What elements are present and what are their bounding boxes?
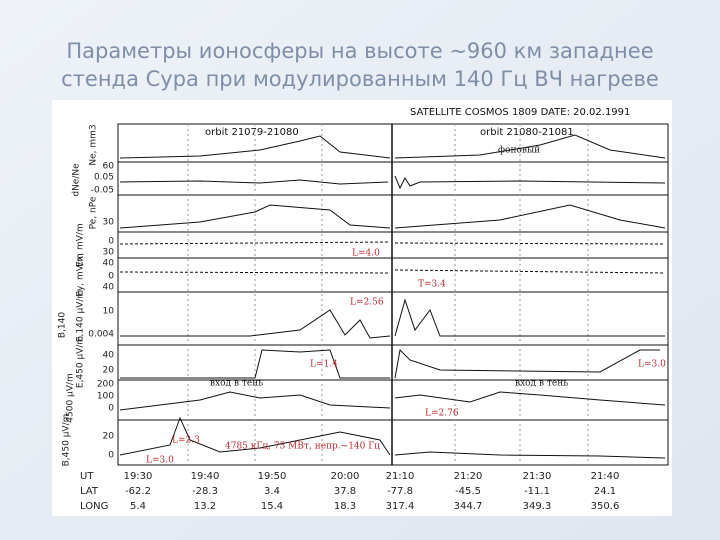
table-cell: 21:40 (591, 471, 620, 482)
tick-label: 40 (103, 283, 115, 293)
tick-label: 200 (97, 380, 114, 390)
table-cell: 350.6 (591, 501, 620, 512)
table-cell: 15.4 (261, 501, 283, 512)
axis-label: 4500 μV/m (66, 373, 76, 422)
table-cell: 19:50 (258, 471, 287, 482)
table-cell: -45.5 (455, 486, 481, 497)
row-label: UT (80, 471, 94, 482)
annotation: 4785 кГц, 75 МВт, непр.~140 Гц (225, 442, 380, 452)
orbit-table: UT 19:30 19:40 19:50 20:00 21:10 21:20 21:30 21:… (80, 471, 619, 512)
traces (119, 134, 666, 459)
title-line: Параметры ионосферы на высоте ~960 км за… (66, 39, 653, 63)
tick-label: 60 (103, 162, 115, 172)
table-cell: -11.1 (524, 486, 550, 497)
orbit-label: orbit 21079-21080 (205, 127, 299, 138)
tick-label: 20 (103, 366, 115, 376)
axis-label: E,450 μV/m (76, 336, 86, 388)
axis-label: B,450 μV/m (62, 414, 72, 467)
table-cell: 21:20 (454, 471, 483, 482)
annotation: L=1.4 (310, 360, 338, 370)
annotation: вход в тень (515, 379, 568, 389)
axis-label: dNe/Ne (72, 163, 82, 197)
table-cell: 344.7 (454, 501, 483, 512)
tick-label: 40 (103, 351, 115, 361)
row-label: LONG (80, 501, 108, 512)
table-cell: 5.4 (130, 501, 146, 512)
annotation: L=2.56 (350, 298, 384, 308)
figure-header: SATELLITE COSMOS 1809 DATE: 20.02.1991 (410, 107, 630, 118)
axis-label: Ne, mm3 (89, 124, 99, 165)
plot-frame (117, 123, 669, 466)
table-cell: 21:30 (523, 471, 552, 482)
tick-label: 0 (108, 451, 114, 461)
table-cell: -62.2 (125, 486, 151, 497)
table-cell: 20:00 (331, 471, 360, 482)
annotation: T=3.4 (418, 280, 446, 290)
table-cell: 19:30 (124, 471, 153, 482)
axis-label: B,140 (58, 312, 68, 338)
annotation: L=3.0 (146, 456, 174, 466)
table-cell: 19:40 (191, 471, 220, 482)
tick-label: 0 (108, 237, 114, 247)
figure (52, 100, 672, 516)
table-cell: 37.8 (334, 486, 356, 497)
tick-label: 0.004 (88, 330, 114, 340)
tick-label: 100 (97, 392, 114, 402)
annotation: фоновый (498, 146, 540, 156)
annotation: вход в тень (210, 379, 263, 389)
tick-label: -0.05 (91, 186, 114, 196)
table-cell: -28.3 (192, 486, 218, 497)
tick-label: 20 (103, 432, 115, 442)
table-cell: 349.3 (523, 501, 552, 512)
table-cell: 3.4 (264, 486, 280, 497)
tick-label: 0 (108, 272, 114, 282)
table-cell: -77.8 (387, 486, 413, 497)
table-cell: 18.3 (334, 501, 356, 512)
axis-label: Ex, mV/m (76, 223, 86, 266)
annotation: L=2.3 (172, 436, 200, 446)
table-cell: 13.2 (194, 501, 216, 512)
annotation: L=4.0 (352, 249, 380, 259)
tick-label: 30 (103, 218, 115, 228)
tick-label: 0.05 (94, 173, 114, 183)
table-cell: 317.4 (386, 501, 415, 512)
axis-label: Ey, mV/m (76, 253, 86, 296)
row-label: LAT (80, 486, 99, 497)
tick-label: 10 (103, 307, 115, 317)
table-cell: 21:10 (386, 471, 415, 482)
annotation: L=3.0 (638, 360, 666, 370)
table-cell: 24.1 (594, 486, 616, 497)
axis-label: Pe, nPe (89, 196, 99, 229)
axis-label: E,140 μV/m (76, 290, 86, 342)
annotation: L=2.76 (425, 409, 459, 419)
tick-label: 0 (108, 404, 114, 414)
title-line: стенда Сура при модулированным 140 Гц ВЧ… (61, 67, 659, 91)
orbit-label: orbit 21080-21081 (480, 127, 574, 138)
tick-label: 30 (103, 248, 115, 258)
tick-label: 40 (103, 259, 115, 269)
